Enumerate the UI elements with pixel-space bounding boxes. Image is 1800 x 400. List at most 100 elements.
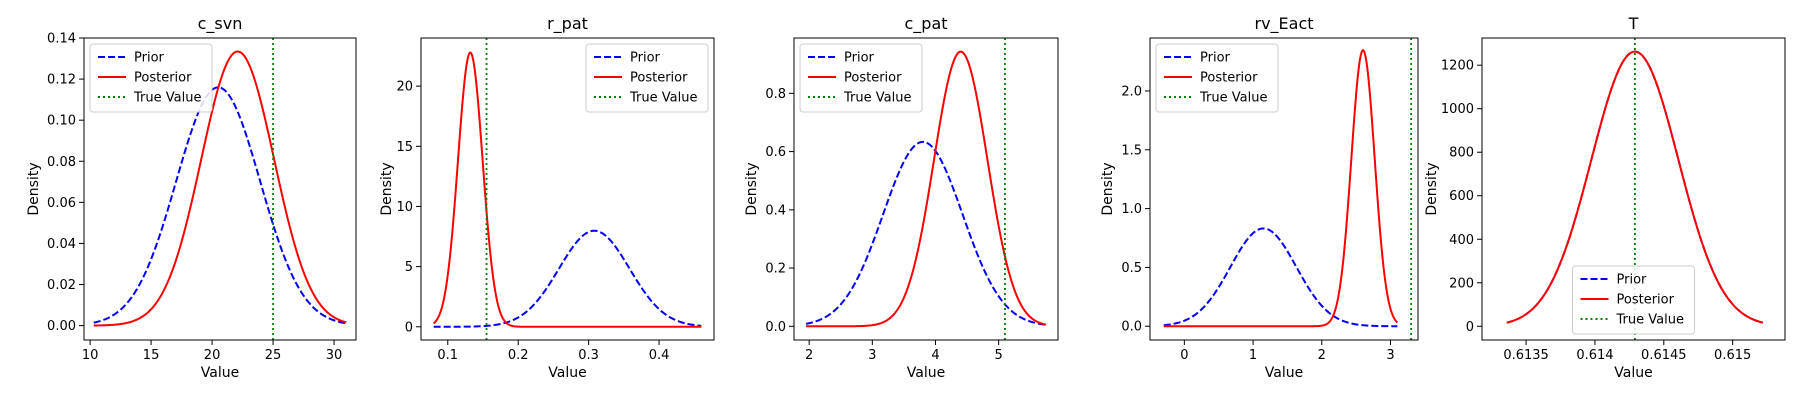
legend-label-true-value: True Value [629,91,697,106]
y-tick-label: 0.10 [47,114,76,129]
y-axis-label: Density [744,162,760,215]
x-tick-label: 3 [868,348,876,363]
x-tick-label: 4 [931,348,939,363]
legend-box [799,43,923,113]
y-tick-label: 0.06 [47,196,76,211]
legend-box [89,43,213,113]
posterior-curve [433,51,702,328]
x-tick-label: 5 [994,348,1002,363]
legend-label-prior: Prior [1617,273,1648,288]
axes-frame [1481,37,1786,341]
chart-title: T [1628,14,1639,33]
y-tick-label: 0.8 [765,87,786,102]
legend-label-true-value: True Value [843,91,911,106]
posterior-curve [1163,48,1399,328]
legend-label-posterior: Posterior [1200,71,1258,86]
legend-label-prior: Prior [134,51,165,66]
subplot-rv-eact: 0 1 2 3 0.0 0.5 1.0 1.5 2.0 rv_Eact Value Density Pr… [1100,14,1419,381]
axes-frame [1149,37,1419,341]
axes-frame [420,37,715,341]
y-tick-label: 400 [1449,233,1474,248]
legend-label-prior: Prior [844,51,875,66]
x-tick-label: 0.4 [649,348,670,363]
axes-frame [83,37,357,341]
chart-title: r_pat [547,14,588,34]
legend-label-prior: Prior [630,51,661,66]
legend-label-posterior: Posterior [844,71,902,86]
x-tick-label: 0.614 [1576,348,1613,363]
x-tick-label: 0 [1180,348,1188,363]
legend-label-true-value: True Value [1616,313,1684,328]
y-tick-label: 0.6 [765,145,786,160]
x-axis-label: Value [201,365,239,381]
prior-curve [433,229,702,328]
legend: Prior Posterior True Value [1155,43,1279,113]
x-axis-label: Value [1265,365,1303,381]
posterior-curve [1506,50,1764,324]
y-tick-label: 5 [405,260,413,275]
legend: Prior Posterior True Value [1572,265,1695,335]
y-tick-label: 200 [1449,276,1474,291]
x-tick-label: 25 [265,348,282,363]
y-tick-label: 0.00 [47,319,76,334]
legend-box [1572,265,1695,335]
y-tick-label: 1.0 [1121,202,1142,217]
y-axis-label: Density [26,162,42,215]
x-tick-label: 2 [805,348,813,363]
posterior-curve [806,50,1047,328]
y-tick-label: 0.0 [765,320,786,335]
subplot-c-svn: 10 15 20 25 30 0.00 0.02 0.04 0.06 0.08 0.10 0.12 0.… [26,14,357,381]
x-tick-label: 15 [143,348,160,363]
y-tick-label: 10 [396,200,413,215]
x-tick-label: 0.6145 [1641,348,1687,363]
x-axis-label: Value [907,365,945,381]
y-tick-label: 1.5 [1121,143,1142,158]
y-tick-label: 0.08 [47,155,76,170]
legend-label-posterior: Posterior [1617,293,1675,308]
y-tick-label: 0.02 [47,278,76,293]
y-axis-label: Density [379,162,395,215]
y-axis-label: Density [1100,162,1116,215]
y-tick-label: 2.0 [1121,84,1142,99]
y-tick-label: 800 [1449,146,1474,161]
x-tick-label: 1 [1249,348,1257,363]
x-tick-label: 10 [82,348,99,363]
y-tick-label: 0.12 [47,73,76,88]
x-tick-label: 0.6135 [1503,348,1549,363]
chart-title: c_pat [904,14,947,34]
x-tick-label: 0.2 [508,348,529,363]
subplot-r-pat: 0.1 0.2 0.3 0.4 0 5 10 15 20 r_pat Value Density Pri… [379,14,715,381]
y-tick-label: 0.14 [47,32,76,47]
posterior-curve [93,50,347,327]
y-tick-label: 20 [396,80,413,95]
legend: Prior Posterior True Value [89,43,213,113]
legend-label-prior: Prior [1200,51,1231,66]
x-tick-label: 0.1 [437,348,458,363]
chart-title: rv_Eact [1254,14,1313,34]
y-tick-label: 0.04 [47,237,76,252]
y-tick-label: 1200 [1441,59,1474,74]
subplot-t: 0.6135 0.614 0.6145 0.615 0 200 400 600 800 1000 1… [1424,14,1786,381]
y-axis-label: Density [1424,162,1440,215]
y-tick-label: 1000 [1441,102,1474,117]
axes-frame [793,37,1059,341]
legend-label-posterior: Posterior [630,71,688,86]
x-tick-label: 2 [1318,348,1326,363]
legend-box [585,43,709,113]
x-axis-label: Value [548,365,586,381]
x-tick-label: 20 [204,348,221,363]
subplot-c-pat: 2 3 4 5 0.0 0.2 0.4 0.6 0.8 c_pat Value Density Prio… [744,14,1059,381]
y-tick-label: 0.2 [765,262,786,277]
prior-curve [805,140,1047,326]
legend-box [1155,43,1279,113]
x-tick-label: 0.615 [1714,348,1751,363]
x-tick-label: 30 [326,348,343,363]
x-tick-label: 0.3 [578,348,599,363]
legend-label-true-value: True Value [133,91,201,106]
legend-label-true-value: True Value [1199,91,1267,106]
y-tick-label: 0 [405,320,413,335]
legend-label-posterior: Posterior [134,71,192,86]
x-tick-label: 3 [1386,348,1394,363]
y-tick-label: 0.0 [1121,320,1142,335]
